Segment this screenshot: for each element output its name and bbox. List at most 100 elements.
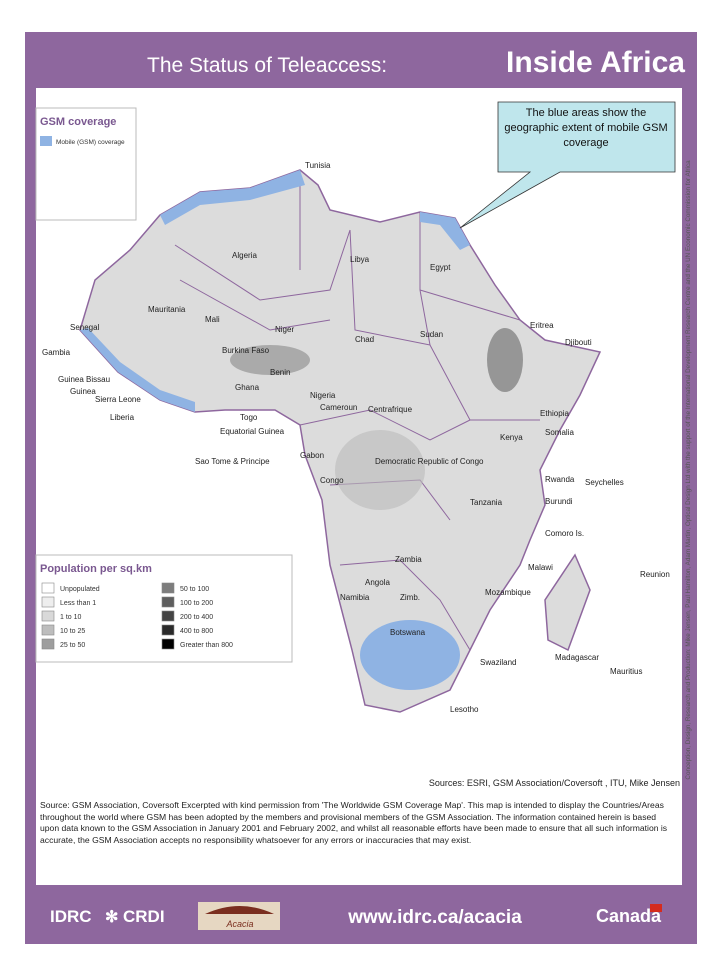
country-label: Swaziland	[480, 658, 516, 667]
footer-canada: Canada	[596, 906, 662, 926]
country-label: Democratic Republic of Congo	[375, 457, 484, 466]
acacia-tree	[205, 906, 274, 914]
country-label: Reunion	[640, 570, 670, 579]
country-label: Zambia	[395, 555, 422, 564]
country-label: Malawi	[528, 563, 553, 572]
country-label: Senegal	[70, 323, 100, 332]
country-label: Tanzania	[470, 498, 503, 507]
country-label: Guinea Bissau	[58, 375, 110, 384]
population-label: Less than 1	[60, 600, 96, 607]
population-swatch	[41, 596, 55, 608]
population-label: Unpopulated	[60, 586, 100, 593]
country-label: Congo	[320, 476, 344, 485]
population-swatch	[161, 582, 175, 594]
country-label: Kenya	[500, 433, 523, 442]
country-label: Nigeria	[310, 391, 336, 400]
country-label: Sao Tome & Principe	[195, 457, 270, 466]
country-label: Mozambique	[485, 588, 531, 597]
population-legend-items: Unpopulated Less than 1 1 to 10 10 to 25 25 …	[41, 582, 233, 650]
country-label: Togo	[240, 413, 258, 422]
population-swatch	[41, 582, 55, 594]
gsm-legend-title: GSM coverage	[40, 116, 116, 128]
country-label: Algeria	[232, 251, 257, 260]
population-swatch	[161, 624, 175, 636]
country-label: Somalia	[545, 428, 574, 437]
footer-acacia: Acacia	[225, 919, 253, 929]
country-label: Benin	[270, 368, 290, 377]
callout-box	[459, 101, 676, 229]
country-label: Namibia	[340, 593, 370, 602]
country-label: Equatorial Guinea	[220, 427, 285, 436]
footer-url: www.idrc.ca/acacia	[347, 907, 522, 928]
population-shade	[335, 430, 425, 510]
country-label: Burundi	[545, 497, 573, 506]
gsm-legend-box	[35, 107, 137, 221]
footer-crdi: CRDI	[123, 907, 165, 926]
country-label: Eritrea	[530, 321, 554, 330]
footer-idrc: IDRC	[50, 907, 92, 926]
population-legend-title: Population per sq.km	[40, 563, 152, 575]
madagascar	[544, 553, 591, 652]
gsm-area	[160, 170, 305, 225]
country-label: Ethiopia	[540, 409, 569, 418]
title-lead: The Status of Teleaccess:	[147, 54, 387, 77]
country-label: Mali	[205, 315, 220, 324]
country-label: Chad	[355, 335, 374, 344]
country-label: Burkina Faso	[222, 346, 270, 355]
sources: Sources: ESRI, GSM Association/Coversoft…	[429, 778, 680, 788]
gsm-legend-label: Mobile (GSM) coverage	[56, 139, 125, 146]
population-label: 400 to 800	[180, 628, 213, 635]
country-label: Lesotho	[450, 705, 479, 714]
country-label: Sudan	[420, 330, 443, 339]
population-swatch	[41, 610, 55, 622]
country-label: Comoro Is.	[545, 529, 584, 538]
country-label: Sierra Leone	[95, 395, 141, 404]
credits: Conception, Design, Research and Product…	[685, 160, 692, 780]
country-label: Rwanda	[545, 475, 575, 484]
gsm-legend-swatch	[40, 136, 52, 146]
title-main: Inside Africa	[506, 46, 685, 79]
population-label: 1 to 10	[60, 614, 82, 621]
gsm-area	[80, 328, 195, 412]
population-label: 100 to 200	[180, 600, 213, 607]
population-label: Greater than 800	[180, 642, 233, 649]
country-label: Djibouti	[565, 338, 592, 347]
country-label: Mauritania	[148, 305, 186, 314]
population-label: 50 to 100	[180, 586, 209, 593]
country-label: Guinea	[70, 387, 96, 396]
population-swatch	[41, 624, 55, 636]
country-label: Gabon	[300, 451, 324, 460]
country-label: Niger	[275, 325, 294, 334]
population-swatch	[161, 638, 175, 650]
country-label: Zimb.	[400, 593, 420, 602]
country-label: Angola	[365, 578, 390, 587]
country-label: Ghana	[235, 383, 260, 392]
population-label: 25 to 50	[60, 642, 85, 649]
population-swatch	[161, 596, 175, 608]
canada-flag	[650, 904, 662, 912]
country-label: Botswana	[390, 628, 426, 637]
population-swatch	[161, 610, 175, 622]
country-label: Gambia	[42, 348, 71, 357]
population-label: 200 to 400	[180, 614, 213, 621]
source-note: Source: GSM Association, Coversoft Excer…	[40, 800, 668, 845]
country-label: Egypt	[430, 263, 451, 272]
country-label: Mauritius	[610, 667, 642, 676]
callout-text: The blue areas show the geographic exten…	[504, 107, 668, 149]
country-label: Libya	[350, 255, 370, 264]
footer-mark: ✻	[105, 909, 118, 926]
population-swatch	[41, 638, 55, 650]
gsm-area	[360, 620, 460, 690]
population-shade	[230, 345, 310, 375]
country-label: Cameroun	[320, 403, 357, 412]
country-label: Madagascar	[555, 653, 599, 662]
country-label: Seychelles	[585, 478, 624, 487]
callout-frame: The blue areas show the geographic exten…	[504, 107, 668, 149]
country-label: Tunisia	[305, 161, 331, 170]
gsm-area	[420, 212, 470, 250]
population-shade	[487, 328, 523, 392]
country-labels: Tunisia Algeria Libya Egypt Mauritania Mali Se…	[42, 161, 670, 714]
country-label: Centrafrique	[368, 405, 413, 414]
